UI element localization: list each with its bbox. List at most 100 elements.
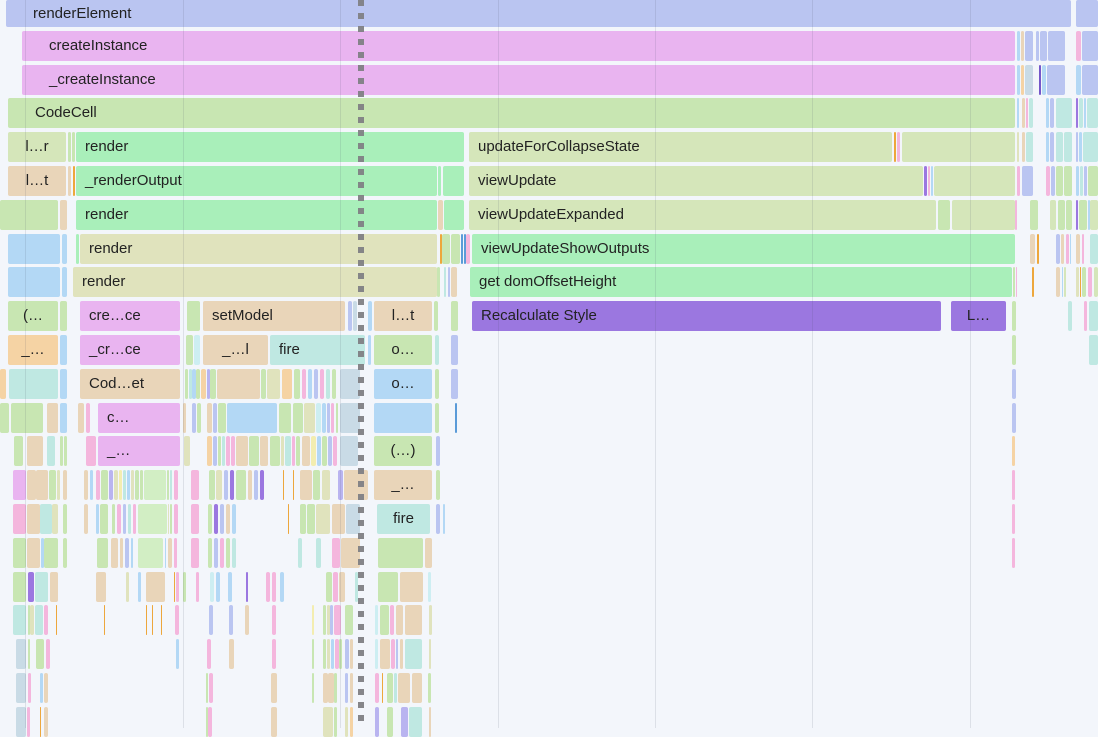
flame-bar[interactable] — [114, 470, 118, 500]
flame-bar[interactable] — [375, 707, 379, 737]
flame-bar[interactable] — [111, 538, 118, 568]
flame-bar[interactable] — [1056, 234, 1060, 264]
flame-bar[interactable] — [1012, 301, 1016, 331]
flame-bar[interactable] — [0, 200, 58, 230]
flame-bar[interactable] — [60, 436, 63, 466]
flame-bar[interactable] — [272, 639, 276, 669]
flame-bar[interactable] — [1064, 267, 1066, 297]
flame-bar[interactable] — [387, 673, 393, 703]
flame-bar[interactable] — [302, 436, 310, 466]
flame-bar[interactable] — [126, 572, 129, 602]
flame-bar[interactable] — [27, 504, 40, 534]
flame-bar[interactable] — [330, 605, 333, 635]
flame-bar[interactable] — [46, 639, 50, 669]
flame-bar-l[interactable]: L… — [951, 301, 1006, 331]
flame-bar[interactable] — [49, 470, 56, 500]
flame-bar-[interactable]: (…) — [374, 436, 432, 466]
flame-bar[interactable] — [60, 301, 67, 331]
flame-bar[interactable] — [387, 707, 393, 737]
flame-bar[interactable] — [355, 572, 358, 602]
flame-bar[interactable] — [396, 605, 403, 635]
flame-bar[interactable] — [272, 572, 276, 602]
flame-bar[interactable] — [185, 369, 188, 399]
flame-bar[interactable] — [451, 267, 457, 297]
flame-bar[interactable] — [1047, 65, 1065, 95]
flame-bar-viewupdateexpanded[interactable]: viewUpdateExpanded — [469, 200, 936, 230]
flame-bar[interactable] — [1012, 369, 1016, 399]
flame-bar[interactable] — [1094, 267, 1098, 297]
flame-bar[interactable] — [28, 572, 34, 602]
flame-bar[interactable] — [340, 403, 360, 433]
flame-bar[interactable] — [380, 605, 389, 635]
flame-bar[interactable] — [340, 369, 360, 399]
flame-bar[interactable] — [438, 166, 441, 196]
flame-bar[interactable] — [184, 436, 190, 466]
flame-bar[interactable] — [443, 504, 445, 534]
flame-bar[interactable] — [331, 639, 334, 669]
flame-bar[interactable] — [135, 470, 139, 500]
flame-bar[interactable] — [144, 470, 166, 500]
flame-bar[interactable] — [282, 369, 292, 399]
flame-bar[interactable] — [218, 436, 221, 466]
flame-bar[interactable] — [1042, 65, 1046, 95]
flame-bar[interactable] — [60, 369, 67, 399]
flame-bar[interactable] — [304, 403, 315, 433]
flame-bar[interactable] — [894, 132, 896, 162]
flame-bar[interactable] — [1088, 166, 1098, 196]
flame-bar[interactable] — [902, 132, 1015, 162]
flame-bar[interactable] — [340, 436, 358, 466]
flame-bar[interactable] — [897, 132, 900, 162]
flame-bar[interactable] — [451, 335, 458, 365]
flame-bar[interactable] — [216, 572, 220, 602]
flame-bar[interactable] — [461, 234, 463, 264]
flame-bar[interactable] — [72, 132, 75, 162]
flame-bar[interactable] — [210, 369, 216, 399]
flame-bar[interactable] — [208, 504, 212, 534]
flame-bar[interactable] — [209, 470, 215, 500]
flame-bar-cre-ce[interactable]: cre…ce — [80, 301, 180, 331]
flame-bar[interactable] — [117, 504, 121, 534]
flame-bar[interactable] — [429, 707, 431, 737]
flame-bar-[interactable]: _… — [374, 470, 432, 500]
flame-bar[interactable] — [28, 639, 30, 669]
flame-bar[interactable] — [123, 504, 126, 534]
flame-bar[interactable] — [146, 572, 165, 602]
flame-bar[interactable] — [934, 166, 1015, 196]
flame-bar-l-r[interactable]: l…r — [8, 132, 66, 162]
flame-bar[interactable] — [227, 403, 277, 433]
flame-bar[interactable] — [451, 234, 460, 264]
flame-bar[interactable] — [1090, 200, 1098, 230]
flame-bar[interactable] — [96, 572, 106, 602]
flame-bar[interactable] — [68, 132, 71, 162]
flame-bar[interactable] — [1082, 31, 1098, 61]
flame-bar[interactable] — [168, 538, 172, 568]
flame-bar[interactable] — [47, 403, 58, 433]
flame-bar[interactable] — [232, 538, 236, 568]
flame-bar[interactable] — [272, 605, 276, 635]
flame-bar[interactable] — [400, 572, 423, 602]
flame-bar-updateforcollapsestate[interactable]: updateForCollapseState — [469, 132, 892, 162]
flame-bar[interactable] — [1026, 132, 1033, 162]
flame-bar[interactable] — [338, 470, 343, 500]
flame-bar[interactable] — [311, 436, 316, 466]
flame-bar[interactable] — [196, 572, 199, 602]
flame-bar[interactable] — [320, 369, 324, 399]
flame-bar[interactable] — [1079, 132, 1082, 162]
flame-bar[interactable] — [296, 436, 300, 466]
flame-bar[interactable] — [1015, 200, 1017, 230]
flame-bar[interactable] — [378, 572, 398, 602]
flame-bar[interactable] — [13, 470, 26, 500]
flame-bar[interactable] — [326, 369, 330, 399]
flame-bar[interactable] — [322, 436, 327, 466]
flame-bar[interactable] — [341, 538, 360, 568]
flame-bar[interactable] — [1056, 132, 1063, 162]
flame-bar[interactable] — [86, 436, 96, 466]
flame-bar[interactable] — [213, 436, 217, 466]
flame-bar[interactable] — [293, 403, 303, 433]
flame-bar[interactable] — [307, 504, 315, 534]
flame-bar[interactable] — [1056, 166, 1063, 196]
flame-bar[interactable] — [57, 470, 60, 500]
flame-bar[interactable] — [345, 707, 348, 737]
flame-bar[interactable] — [375, 673, 379, 703]
flame-bar[interactable] — [60, 335, 67, 365]
